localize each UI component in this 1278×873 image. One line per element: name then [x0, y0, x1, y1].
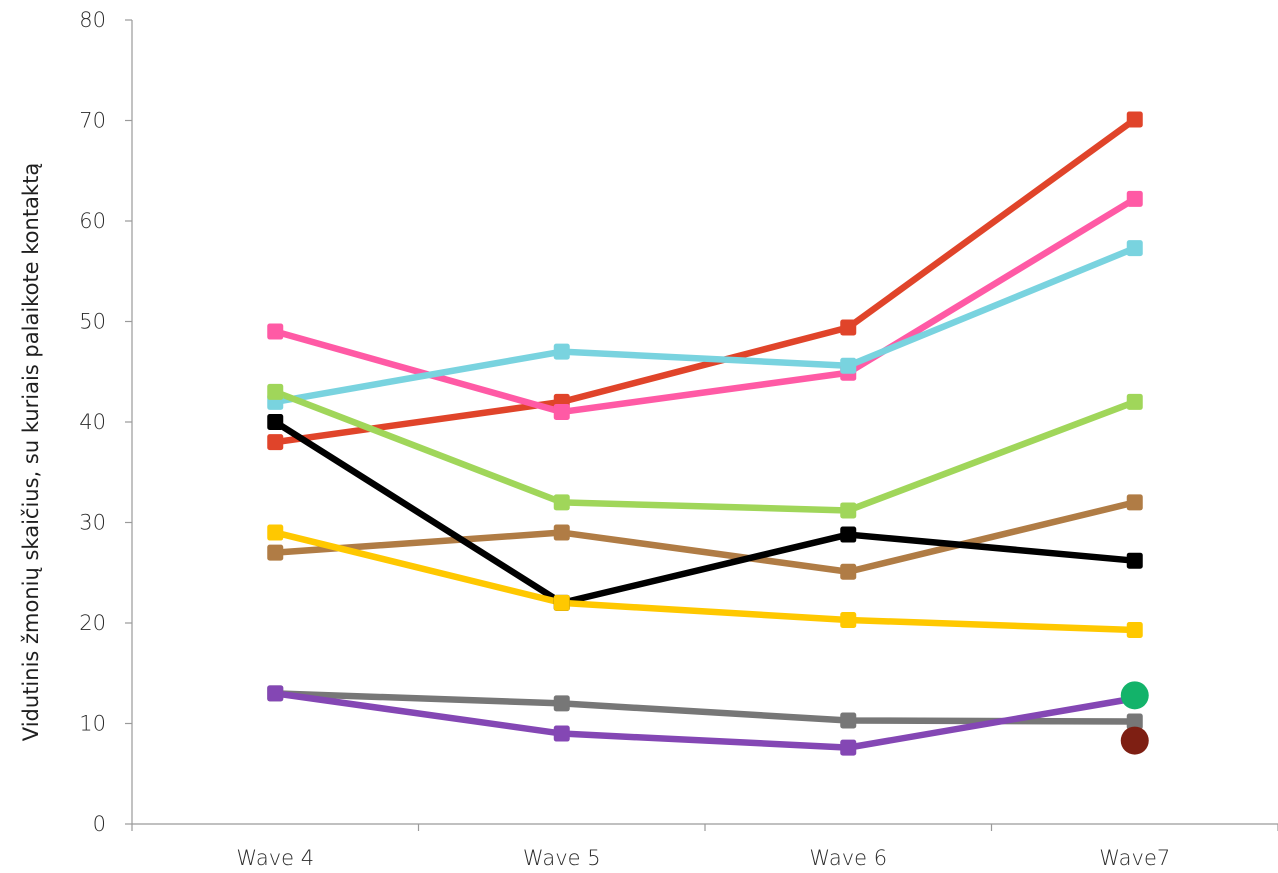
series-3-point: [840, 357, 857, 374]
series-8-point: [840, 712, 857, 729]
series-8-point: [1126, 713, 1143, 730]
series-6-point: [1126, 552, 1143, 569]
series-1-point: [267, 434, 284, 451]
series-4-point: [840, 502, 857, 519]
extra-point-1: [1120, 681, 1149, 710]
series-4-point: [267, 383, 284, 400]
y-tick-label: 20: [79, 611, 106, 635]
series-2-point: [267, 323, 284, 340]
series-7-point: [1126, 622, 1143, 639]
series-line-9: [272, 690, 1138, 751]
y-tick-label: 10: [79, 712, 106, 736]
series-line-2: [272, 195, 1138, 416]
series-4-point: [1126, 393, 1143, 410]
series-line-3: [272, 244, 1138, 406]
series-line-1: [272, 116, 1138, 446]
series-9-point: [267, 685, 284, 702]
series-line-6: [272, 418, 1138, 607]
series-7-point: [267, 524, 284, 541]
y-axis-ticks: 0 10 20 30 40 50 60 70 80: [79, 8, 132, 836]
series-markers: [267, 111, 1143, 756]
y-tick-label: 40: [79, 410, 106, 434]
series-6-point: [840, 526, 857, 543]
x-tick-label: Wave 5: [523, 846, 601, 870]
series-3-point: [1126, 240, 1143, 257]
series-5-point: [553, 524, 570, 541]
y-tick-label: 60: [79, 209, 106, 233]
x-axis-ticks: Wave 4 Wave 5 Wave 6 Wave7: [131, 824, 1278, 870]
extra-point-2: [1120, 726, 1149, 755]
series-line-5: [272, 499, 1138, 575]
series-7-point: [553, 594, 570, 611]
y-tick-label: 70: [79, 109, 106, 133]
series-8-point: [553, 695, 570, 712]
series-5-point: [1126, 494, 1143, 511]
series-2-point: [1126, 190, 1143, 207]
x-tick-label: Wave 4: [236, 846, 314, 870]
y-tick-label: 50: [79, 310, 106, 334]
extra-markers: [1120, 681, 1149, 755]
series-line-7: [272, 529, 1138, 634]
y-tick-label: 0: [93, 812, 106, 836]
series-3-point: [553, 343, 570, 360]
x-tick-label: Wave 6: [809, 846, 887, 870]
series-9-point: [553, 725, 570, 742]
series-4-point: [553, 494, 570, 511]
y-axis-title: Vidutinis žmonių skaičius, su kuriais pa…: [19, 163, 43, 741]
series-6-point: [267, 414, 284, 430]
series-5-point: [840, 563, 857, 580]
series-9-point: [840, 739, 857, 756]
y-tick-label: 80: [79, 8, 106, 32]
series-1-point: [840, 319, 857, 336]
series-line-4: [272, 388, 1138, 514]
series-7-point: [840, 611, 857, 628]
y-tick-label: 30: [79, 511, 106, 535]
series-1-point: [1126, 111, 1143, 128]
series-2-point: [553, 403, 570, 420]
series-5-point: [267, 544, 284, 561]
x-tick-label: Wave7: [1099, 846, 1170, 870]
series-lines: [272, 116, 1138, 751]
